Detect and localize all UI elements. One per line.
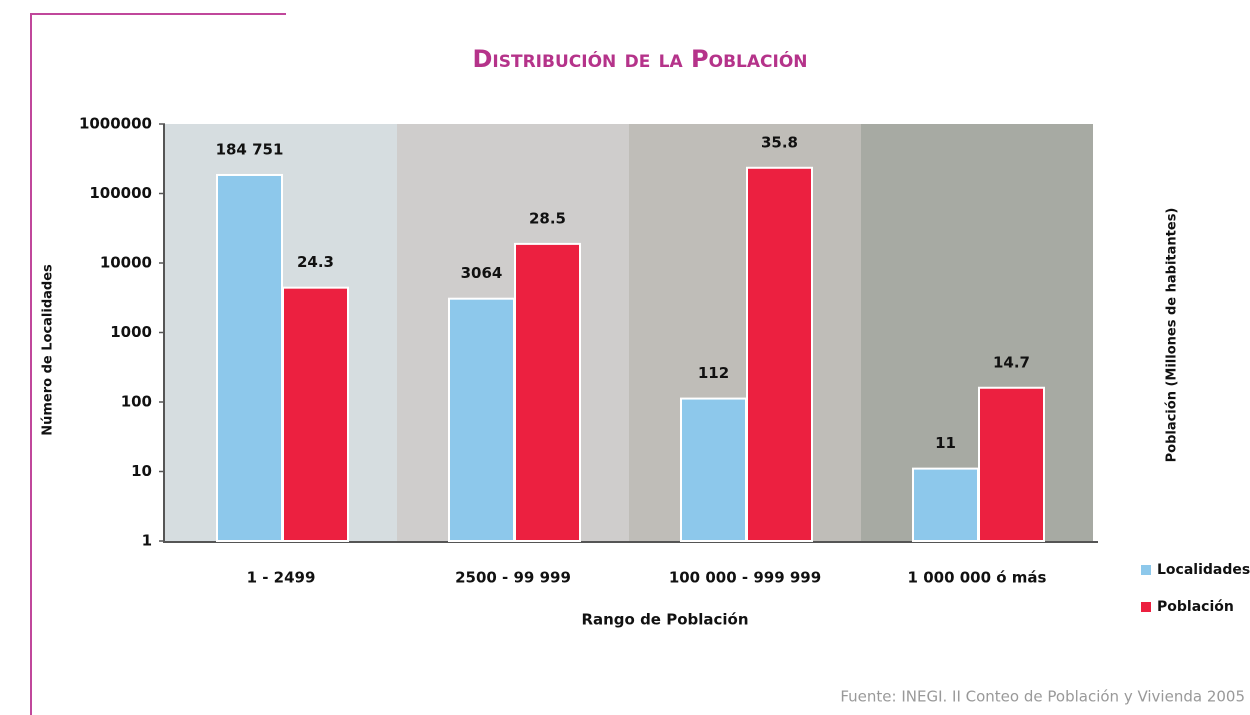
x-tick-label: 1 - 2499	[247, 569, 316, 587]
bar	[514, 242, 581, 542]
y-tick-label: 10	[131, 462, 152, 480]
bar	[746, 166, 813, 542]
bar	[978, 386, 1045, 542]
y-tick-label: 100000	[89, 184, 152, 202]
chart-title: Distribución de la Población	[473, 45, 808, 73]
legend-swatch	[1141, 602, 1151, 612]
x-tick-label: 1 000 000 ó más	[908, 569, 1047, 587]
legend-label: Población	[1157, 599, 1234, 615]
y-tick-label: 1000000	[79, 115, 152, 133]
y-tick-label: 1	[142, 532, 152, 550]
legend-label: Localidades	[1157, 562, 1250, 578]
data-label: 3064	[461, 264, 503, 282]
x-axis-label: Rango de Población	[581, 611, 748, 629]
bar	[680, 397, 747, 542]
legend-swatch	[1141, 565, 1151, 575]
x-tick-label: 100 000 - 999 999	[669, 569, 821, 587]
data-label: 14.7	[993, 353, 1030, 371]
y-axis-label: Número de Localidades	[41, 264, 56, 436]
source-note: Fuente: INEGI. II Conteo de Población y …	[840, 688, 1245, 706]
data-label: 35.8	[761, 133, 798, 151]
bar	[448, 297, 515, 543]
bar	[912, 467, 979, 542]
data-label: 11	[935, 434, 956, 452]
bar	[216, 173, 283, 542]
y-tick-label: 1000	[110, 323, 152, 341]
y-tick-label: 10000	[100, 254, 152, 272]
data-label: 28.5	[529, 209, 566, 227]
y-tick-label: 100	[121, 393, 152, 411]
data-label: 184 751	[216, 140, 284, 158]
data-label: 112	[698, 364, 729, 382]
data-label: 24.3	[297, 253, 334, 271]
y2-axis-label: Población (Millones de habitantes)	[1165, 208, 1180, 463]
x-tick-label: 2500 - 99 999	[455, 569, 571, 587]
bar	[282, 286, 349, 542]
